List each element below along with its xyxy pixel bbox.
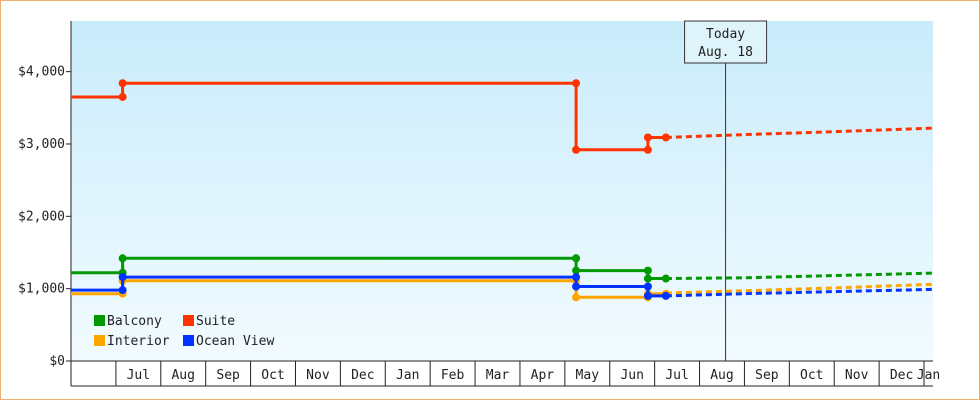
series-projection-interior <box>665 282 934 295</box>
x-tick-label: May <box>576 368 600 383</box>
legend-label-suite: Suite <box>196 314 235 329</box>
series-ocean-view <box>71 273 934 300</box>
data-point <box>572 254 581 263</box>
data-point <box>118 273 127 282</box>
today-marker: Today Aug. 18 <box>684 20 768 361</box>
x-tick-label: Mar <box>486 368 510 383</box>
y-axis: $0 $1,000 $2,000 $3,000 $4,000 <box>18 21 72 369</box>
x-tick-label: Dec <box>890 368 913 383</box>
series-projection-balcony <box>665 271 934 280</box>
x-tick-label: Aug <box>171 368 194 383</box>
data-point <box>643 266 652 275</box>
plot-area <box>71 21 933 361</box>
data-point <box>643 282 652 291</box>
data-point <box>661 133 670 142</box>
series-projection-suite <box>665 126 934 139</box>
legend-label-interior: Interior <box>107 334 170 349</box>
today-label: Today <box>706 27 745 42</box>
series-projection-ocean-view <box>665 287 934 298</box>
x-tick-label: Jan <box>917 368 940 383</box>
x-tick-label: Sep <box>755 368 779 383</box>
data-point <box>661 291 670 300</box>
data-point <box>572 79 581 88</box>
x-tick-label: Nov <box>306 368 330 383</box>
data-point <box>572 282 581 291</box>
today-date: Aug. 18 <box>698 45 753 60</box>
series-suite <box>71 79 934 154</box>
data-point <box>572 273 581 282</box>
today-box <box>684 20 768 64</box>
data-point <box>572 293 581 302</box>
data-point <box>643 133 652 142</box>
x-tick-label: Nov <box>845 368 869 383</box>
series-balcony <box>71 254 934 283</box>
data-point <box>572 145 581 154</box>
legend-swatch-ocean-view <box>183 335 194 346</box>
x-axis: Jul Aug Sep Oct Nov Dec Jan Feb Mar Apr May Jun Jul A… <box>70 360 940 387</box>
y-tick-label: $2,000 <box>18 209 65 224</box>
legend-swatch-balcony <box>94 315 105 326</box>
data-point <box>572 266 581 275</box>
x-tick-label: Oct <box>800 368 823 383</box>
x-tick-label: Oct <box>261 368 284 383</box>
data-point <box>118 254 127 263</box>
x-tick-label: Aug <box>710 368 733 383</box>
x-tick-label: Jun <box>620 368 643 383</box>
data-point <box>643 145 652 154</box>
legend-label-balcony: Balcony <box>107 314 162 329</box>
data-point <box>118 79 127 88</box>
x-tick-label: Jul <box>127 368 150 383</box>
legend-label-ocean-view: Ocean View <box>196 334 274 349</box>
data-point <box>118 92 127 101</box>
data-point <box>661 274 670 283</box>
x-tick-label: Jul <box>665 368 688 383</box>
data-point <box>643 274 652 283</box>
y-tick-label: $1,000 <box>18 282 65 297</box>
legend-swatch-suite <box>183 315 194 326</box>
x-tick-label: Dec <box>351 368 374 383</box>
series-layer <box>71 79 934 302</box>
y-tick-label: $0 <box>49 354 65 369</box>
x-tick-label: Feb <box>441 368 465 383</box>
data-point <box>118 286 127 295</box>
data-point <box>643 291 652 300</box>
x-tick-label: Apr <box>531 368 555 383</box>
legend: Balcony Suite Interior Ocean View <box>94 314 274 349</box>
x-tick-label: Jan <box>396 368 419 383</box>
legend-swatch-interior <box>94 335 105 346</box>
y-tick-label: $4,000 <box>18 65 65 80</box>
y-tick-label: $3,000 <box>18 137 65 152</box>
x-tick-label: Sep <box>216 368 240 383</box>
